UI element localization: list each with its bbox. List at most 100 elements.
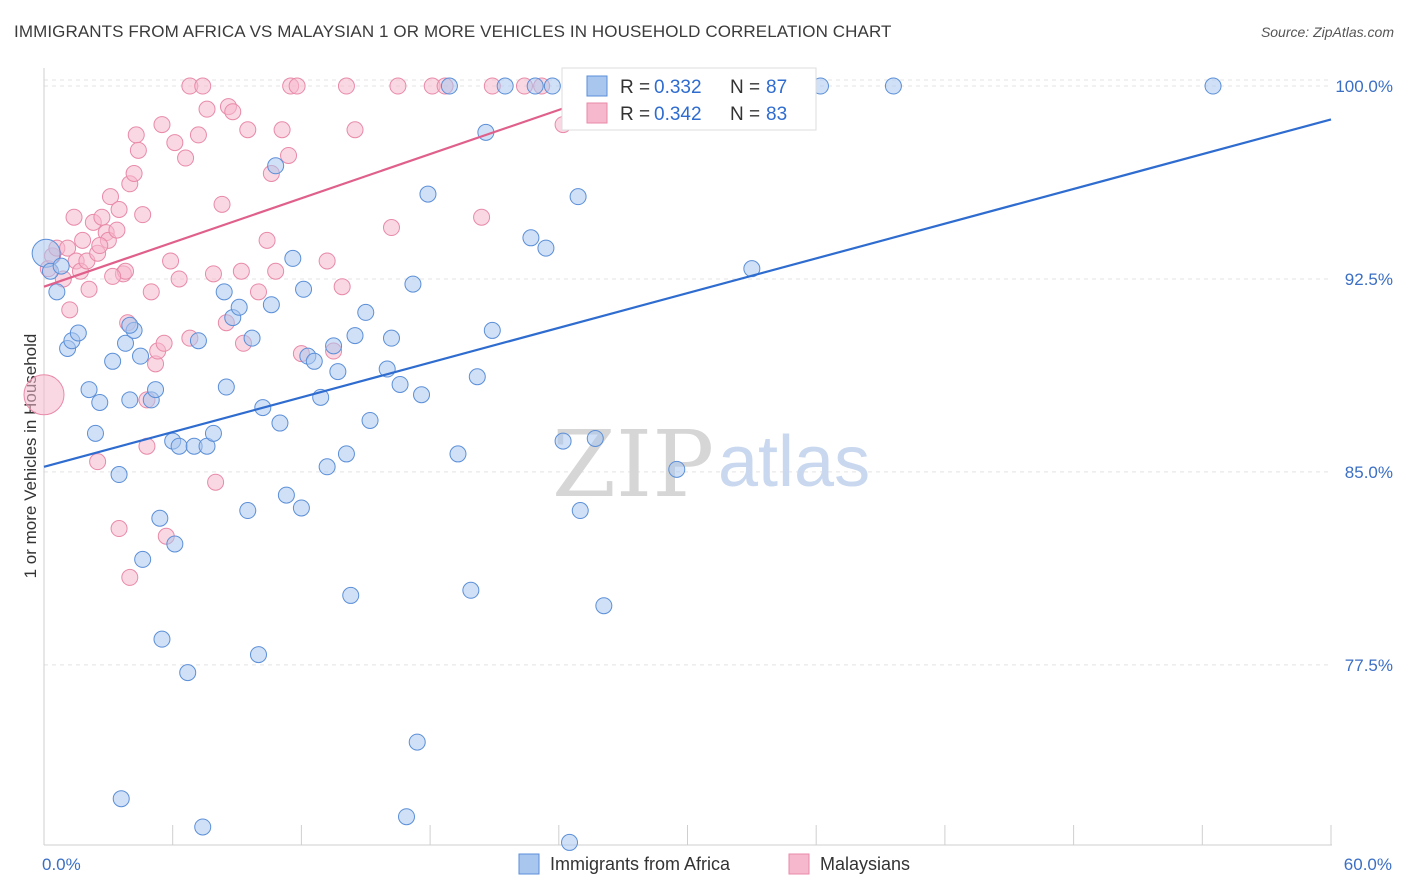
data-point (440, 77, 458, 95)
data-point (267, 262, 285, 280)
x-tick-label-max: 60.0% (1344, 855, 1392, 874)
data-point (337, 77, 355, 95)
data-point (162, 252, 180, 270)
data-point (483, 321, 501, 339)
correlation-legend: R = 0.332 N = 87 R = 0.342 N = 83 (561, 67, 817, 131)
data-point (346, 327, 364, 345)
data-point (267, 157, 285, 175)
trend-lines (43, 97, 1332, 468)
data-point (318, 458, 336, 476)
y-tick-label: 100.0% (1335, 77, 1393, 96)
data-point (134, 550, 152, 568)
data-point (391, 375, 409, 393)
data-point (522, 229, 540, 247)
data-point (110, 520, 128, 538)
data-point (569, 188, 587, 206)
data-point (404, 275, 422, 293)
data-point (132, 347, 150, 365)
data-point (382, 329, 400, 347)
data-point (69, 324, 87, 342)
series-legend-label-africa: Immigrants from Africa (550, 854, 731, 874)
data-point (170, 437, 188, 455)
data-point (346, 121, 364, 139)
data-point (215, 283, 233, 301)
data-point (153, 116, 171, 134)
data-point (189, 126, 207, 144)
data-point (408, 733, 426, 751)
watermark-atlas: atlas (718, 422, 870, 502)
data-point (571, 502, 589, 520)
data-point (155, 334, 173, 352)
legend-swatch-blue (586, 75, 608, 97)
legend-n-value-2: 83 (766, 104, 787, 125)
data-point (250, 646, 267, 664)
data-point (153, 630, 171, 648)
data-point (147, 381, 165, 399)
data-point (449, 445, 467, 463)
data-point (668, 460, 686, 478)
legend-n-label-1: N = (730, 77, 760, 98)
data-point (277, 486, 295, 504)
data-point (288, 77, 306, 95)
data-point (329, 363, 347, 381)
data-point (543, 77, 561, 95)
data-point (537, 239, 555, 257)
data-point (468, 368, 486, 386)
data-point (295, 280, 313, 298)
data-point (134, 206, 152, 224)
data-point (110, 201, 128, 219)
data-point (110, 466, 128, 484)
data-point (496, 77, 514, 95)
series-legend-label-malaysians: Malaysians (820, 854, 910, 874)
legend-r-label-1: R = (620, 77, 650, 98)
data-point (104, 352, 122, 370)
legend-n-label-2: N = (730, 104, 760, 125)
data-point (419, 185, 437, 203)
data-point (357, 303, 375, 321)
x-tick-labels: 0.0% 60.0% (42, 855, 1392, 874)
data-point (204, 424, 222, 442)
data-point (280, 146, 298, 164)
series-legend: Immigrants from Africa Malaysians (518, 853, 910, 875)
data-point (121, 391, 139, 409)
data-point (884, 77, 902, 95)
data-point (595, 597, 613, 615)
africa-trend-line (43, 118, 1332, 468)
data-point (554, 432, 572, 450)
data-point (232, 262, 250, 280)
data-point (207, 473, 225, 491)
legend-r-value-1: 0.332 (654, 77, 702, 98)
data-point (23, 374, 65, 416)
data-point (65, 208, 83, 226)
data-point (189, 332, 207, 350)
data-point (125, 164, 143, 182)
africa-points (31, 77, 1222, 851)
data-point (398, 808, 416, 826)
data-point (213, 195, 231, 213)
data-point (142, 283, 160, 301)
data-point (198, 100, 216, 118)
data-point (121, 568, 139, 586)
data-point (194, 818, 212, 836)
data-point (361, 411, 379, 429)
data-point (91, 237, 109, 255)
data-point (526, 77, 544, 95)
data-point (217, 378, 235, 396)
data-point (292, 499, 310, 517)
data-point (258, 231, 276, 249)
legend-swatch-pink (586, 102, 608, 124)
data-point (413, 386, 431, 404)
x-tick-label-min: 0.0% (42, 855, 81, 874)
series-legend-swatch-africa (518, 853, 540, 875)
data-point (80, 280, 98, 298)
data-point (61, 301, 79, 319)
watermark-zip: ZIP (552, 411, 714, 518)
data-point (473, 208, 491, 226)
legend-r-label-2: R = (620, 104, 650, 125)
chart-title: IMMIGRANTS FROM AFRICA VS MALAYSIAN 1 OR… (14, 22, 892, 41)
data-point (80, 381, 98, 399)
y-tick-label: 92.5% (1345, 270, 1393, 289)
legend-r-value-2: 0.342 (654, 104, 702, 125)
y-tick-label: 77.5% (1345, 656, 1393, 675)
